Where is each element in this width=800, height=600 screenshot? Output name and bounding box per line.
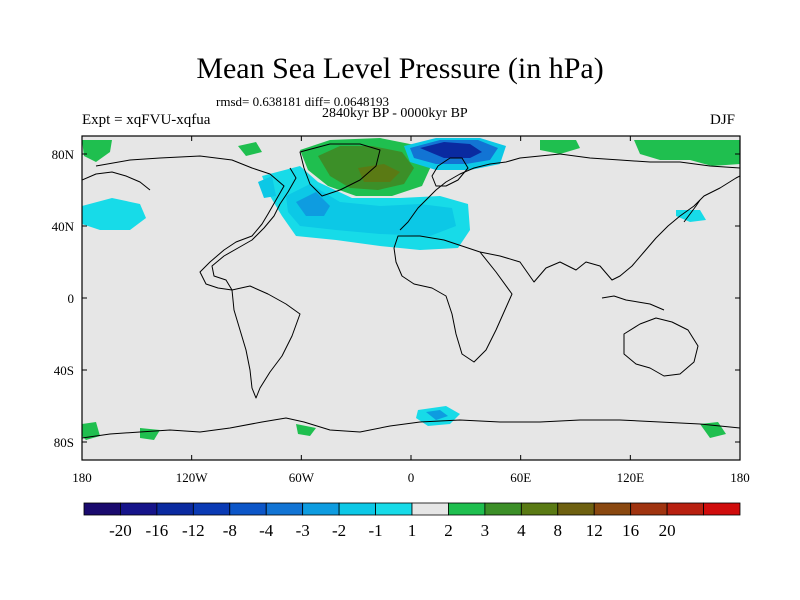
colorbar-swatch xyxy=(666,502,704,516)
antarctic-negative-core xyxy=(426,410,448,420)
colorbar-tick-label: 16 xyxy=(622,521,639,540)
coast-scandinavia xyxy=(431,157,469,187)
colorbar-swatch xyxy=(557,502,595,516)
colorbar-tick-label: -8 xyxy=(223,521,237,540)
coast-greenland xyxy=(299,143,381,197)
barents-negative-core xyxy=(420,142,482,158)
colorbar-swatch xyxy=(703,502,741,516)
y-tick-label: 40S xyxy=(54,363,74,378)
coast-south-america xyxy=(231,285,301,399)
coast-north-america xyxy=(95,155,297,291)
coast-alaska xyxy=(82,171,151,191)
coast-indonesia xyxy=(601,295,665,311)
colorbar-swatch xyxy=(229,502,267,516)
colorbar-swatch xyxy=(302,502,340,516)
y-tick-label: 80S xyxy=(54,435,74,450)
x-tick-label: 120E xyxy=(617,470,645,485)
y-tick-label: 40N xyxy=(52,219,75,234)
arctic-positive-east xyxy=(634,140,740,166)
map-background xyxy=(82,136,740,460)
colorbar-tick-label: -20 xyxy=(109,521,132,540)
axes-layer: 180 120W 60W 0 60E 120E 180 80N 40N 0 40S 80S xyxy=(52,136,750,485)
colorbar-swatch xyxy=(593,502,632,516)
arctic-positive-west xyxy=(82,140,112,162)
colorbar-tick-label: -1 xyxy=(368,521,382,540)
antarctic-positive-weddell xyxy=(296,424,316,436)
labrador-negative xyxy=(258,176,276,198)
atlantic-negative-core xyxy=(296,192,330,216)
x-tick-label: 180 xyxy=(72,470,92,485)
coast-antarctica xyxy=(82,417,740,439)
anomaly-field-layer xyxy=(82,138,740,440)
coast-australia xyxy=(623,317,699,377)
stats-line: rmsd= 0.638181 diff= 0.0648193 xyxy=(216,94,389,109)
greenland-positive-max xyxy=(358,164,400,182)
colorbar-tick-label: 4 xyxy=(517,521,526,540)
arctic-positive-canada xyxy=(238,142,262,156)
colorbar-swatch xyxy=(375,502,413,516)
colorbar-swatch xyxy=(520,502,559,516)
coastline-layer xyxy=(82,143,740,439)
colorbar-tick-label: -2 xyxy=(332,521,346,540)
colorbar-tick-label: -4 xyxy=(259,521,274,540)
atlantic-negative-mid xyxy=(286,184,456,236)
colorbar-swatch xyxy=(484,502,522,516)
colorbar-tick-label: -12 xyxy=(182,521,205,540)
coast-europe xyxy=(399,153,561,231)
arctic-positive-siberia xyxy=(540,140,580,154)
period-label: 2840kyr BP - 0000kyr BP xyxy=(322,106,468,121)
colorbar: -20 -16 -12 -8 -4 -3 -2 -1 1 2 3 4 8 12 16 20 xyxy=(83,502,741,540)
coast-africa xyxy=(393,235,513,363)
colorbar-tick-label: 8 xyxy=(554,521,563,540)
experiment-label: Expt = xqFVU-xqfua xyxy=(82,112,211,128)
coast-japan xyxy=(683,199,701,223)
chart-title: Mean Sea Level Pressure (in hPa) xyxy=(196,52,604,85)
colorbar-tick-label: 2 xyxy=(444,521,453,540)
antarctic-positive-west xyxy=(82,422,100,440)
x-tick-label: 60E xyxy=(510,470,531,485)
x-tick-label: 0 xyxy=(408,470,415,485)
x-tick-label: 60W xyxy=(289,470,315,485)
x-tick-label: 180 xyxy=(730,470,750,485)
x-tick-label: 120W xyxy=(176,470,209,485)
y-tick-label: 80N xyxy=(52,147,75,162)
colorbar-swatch xyxy=(83,502,121,516)
colorbar-swatch xyxy=(192,502,231,516)
colorbar-swatch xyxy=(156,502,194,516)
coast-asia xyxy=(479,175,740,283)
colorbar-swatch xyxy=(448,502,486,516)
colorbar-tick-label: -16 xyxy=(146,521,169,540)
colorbar-tick-label: 3 xyxy=(481,521,490,540)
colorbar-swatch xyxy=(265,502,304,516)
colorbar-tick-label: -3 xyxy=(296,521,310,540)
season-label: DJF xyxy=(710,112,736,128)
colorbar-tick-label: 20 xyxy=(659,521,676,540)
colorbar-tick-label: 1 xyxy=(408,521,417,540)
colorbar-swatch xyxy=(630,502,668,516)
colorbar-swatch xyxy=(411,502,449,516)
colorbar-tick-label: 12 xyxy=(586,521,603,540)
colorbar-swatch xyxy=(338,502,376,516)
north-pacific-negative xyxy=(82,198,146,230)
colorbar-swatch xyxy=(120,502,158,516)
y-tick-label: 0 xyxy=(68,291,75,306)
coast-siberia xyxy=(559,153,740,169)
